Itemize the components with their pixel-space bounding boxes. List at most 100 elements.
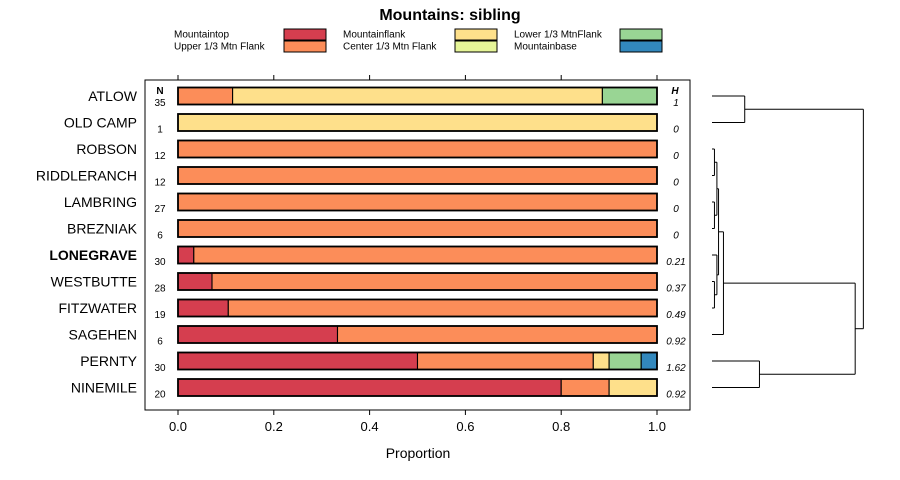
x-tick-label: 0.0 bbox=[169, 419, 187, 434]
category-label: SAGEHEN bbox=[69, 327, 137, 343]
bar-segment bbox=[608, 351, 642, 371]
bar-outline bbox=[177, 245, 658, 265]
bar-segment bbox=[592, 351, 610, 371]
category-label: FITZWATER bbox=[58, 300, 137, 316]
h-value: 0 bbox=[673, 125, 679, 136]
h-value: 0 bbox=[673, 204, 679, 215]
n-value: 6 bbox=[157, 231, 163, 242]
bar-outline bbox=[177, 325, 658, 344]
bar-segment bbox=[177, 298, 229, 318]
n-value: 6 bbox=[157, 337, 163, 348]
h-value: 0.21 bbox=[666, 257, 685, 268]
category-label: RIDDLERANCH bbox=[36, 168, 137, 184]
bar-segment bbox=[560, 378, 610, 397]
bar-segment bbox=[177, 86, 234, 106]
bar-segment bbox=[177, 139, 658, 159]
category-label: OLD CAMP bbox=[64, 115, 137, 131]
bar-segment bbox=[193, 245, 658, 265]
dendrogram bbox=[712, 95, 864, 388]
bar-outline bbox=[177, 86, 658, 106]
bar-segment bbox=[177, 113, 658, 132]
n-column-header: N bbox=[156, 86, 163, 97]
category-label: ATLOW bbox=[88, 88, 138, 104]
bar-segment bbox=[601, 86, 658, 106]
bar-segment bbox=[640, 351, 658, 371]
legend-label: Mountaintop bbox=[174, 30, 229, 41]
x-tick-label: 0.2 bbox=[265, 419, 283, 434]
n-value: 1 bbox=[157, 125, 163, 136]
bar-segment bbox=[227, 298, 658, 318]
bar-outline bbox=[177, 219, 658, 238]
legend-label: Center 1/3 Mtn Flank bbox=[343, 42, 437, 53]
h-value: 1 bbox=[673, 98, 679, 109]
category-label: BREZNIAK bbox=[67, 221, 138, 237]
legend-swatch bbox=[619, 28, 663, 41]
bar-segment bbox=[177, 219, 658, 238]
bar-outline bbox=[177, 139, 658, 159]
bar-segment bbox=[608, 378, 658, 397]
chart-title: Mountains: sibling bbox=[379, 7, 520, 24]
x-tick-label: 0.4 bbox=[361, 419, 379, 434]
bar-segment bbox=[177, 192, 658, 212]
bars-group: ATLOW 35 1 OLD CAMP 1 0 ROBSON 12 0 RIDDLERANCH 12… bbox=[36, 86, 686, 401]
bar-segment bbox=[416, 351, 594, 371]
category-label: ROBSON bbox=[76, 141, 137, 157]
bar-segment bbox=[232, 86, 603, 106]
h-value: 1.62 bbox=[666, 363, 686, 374]
bar-segment bbox=[177, 166, 658, 185]
h-column-header: H bbox=[671, 86, 679, 97]
legend-swatch bbox=[619, 40, 663, 53]
bar-outline bbox=[177, 113, 658, 132]
h-value: 0 bbox=[673, 178, 679, 189]
legend-label: Lower 1/3 MtnFlank bbox=[514, 30, 603, 41]
x-axis-label: Proportion bbox=[386, 445, 451, 461]
bar-outline bbox=[177, 378, 658, 397]
n-value: 12 bbox=[154, 151, 166, 162]
legend-label: Mountainflank bbox=[343, 30, 406, 41]
top-axis-ticks bbox=[177, 75, 658, 80]
x-axis: 0.0 0.2 0.4 0.6 0.8 1.0 bbox=[169, 410, 666, 434]
bar-outline bbox=[177, 272, 658, 291]
bar-outline bbox=[177, 351, 658, 371]
n-value: 27 bbox=[154, 204, 166, 215]
bar-segment bbox=[336, 325, 658, 344]
x-tick-label: 1.0 bbox=[648, 419, 666, 434]
legend-swatch bbox=[454, 40, 498, 53]
legend-swatch bbox=[454, 28, 498, 41]
bar-segment bbox=[177, 272, 213, 291]
legend-swatch bbox=[283, 40, 327, 53]
bar-segment bbox=[211, 272, 658, 291]
n-value: 20 bbox=[154, 390, 166, 401]
bar-outline bbox=[177, 166, 658, 185]
n-value: 28 bbox=[154, 284, 166, 295]
legend-label: Upper 1/3 Mtn Flank bbox=[174, 42, 266, 53]
plot-frame bbox=[144, 79, 691, 411]
category-label: PERNTY bbox=[80, 353, 137, 369]
n-value: 19 bbox=[154, 310, 166, 321]
category-label: WESTBUTTE bbox=[51, 274, 137, 290]
n-value: 35 bbox=[154, 98, 166, 109]
bar-outline bbox=[177, 298, 658, 318]
n-value: 30 bbox=[154, 257, 166, 268]
h-value: 0.49 bbox=[666, 310, 686, 321]
bar-segment bbox=[177, 245, 195, 265]
bar-segment bbox=[177, 325, 339, 344]
legend-label: Mountainbase bbox=[514, 42, 577, 53]
category-label: LAMBRING bbox=[64, 194, 137, 210]
x-tick-label: 0.8 bbox=[552, 419, 570, 434]
legend-swatch bbox=[283, 28, 327, 41]
bar-segment bbox=[177, 378, 562, 397]
h-value: 0 bbox=[673, 151, 679, 162]
n-value: 12 bbox=[154, 178, 166, 189]
h-value: 0 bbox=[673, 231, 679, 242]
category-label: NINEMILE bbox=[71, 380, 137, 396]
category-label: LONEGRAVE bbox=[49, 247, 137, 263]
h-value: 0.92 bbox=[666, 390, 686, 401]
n-value: 30 bbox=[154, 363, 166, 374]
h-value: 0.37 bbox=[666, 284, 686, 295]
bar-outline bbox=[177, 192, 658, 212]
bar-segment bbox=[177, 351, 419, 371]
x-tick-label: 0.6 bbox=[456, 419, 474, 434]
